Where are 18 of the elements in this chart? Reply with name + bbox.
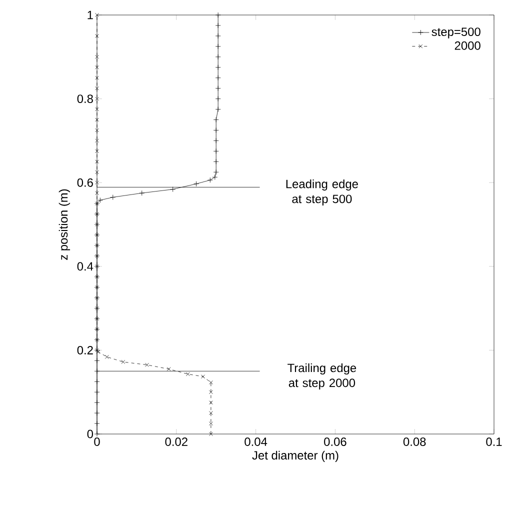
y-tick-label: 0 [87,430,94,438]
x-tick-label: 0 [94,438,100,446]
legend-label: 2000 [454,41,480,50]
legend-label: step=500 [432,28,480,38]
y-tick-label: 0.6 [77,178,93,187]
ref-line-label: Leading edge at step 500 [286,179,358,206]
x-tick-label: 0.02 [165,438,188,446]
y-tick-label: 0.8 [77,94,93,104]
x-tick-label: 0.04 [244,438,268,446]
y-tick-label: 0.2 [77,346,93,354]
x-tick-label: 0.08 [403,438,426,446]
x-tick-label: 0.1 [486,438,502,446]
y-tick-label: 0.4 [77,262,94,271]
y-axis-title: z position (m) [58,189,70,260]
ref-line-label: Trailing edge at step 2000 [288,363,356,390]
y-tick-label: 1 [88,10,93,20]
x-tick-label: 0.06 [324,438,346,446]
x-axis-title: Jet diameter (m) [252,450,338,462]
